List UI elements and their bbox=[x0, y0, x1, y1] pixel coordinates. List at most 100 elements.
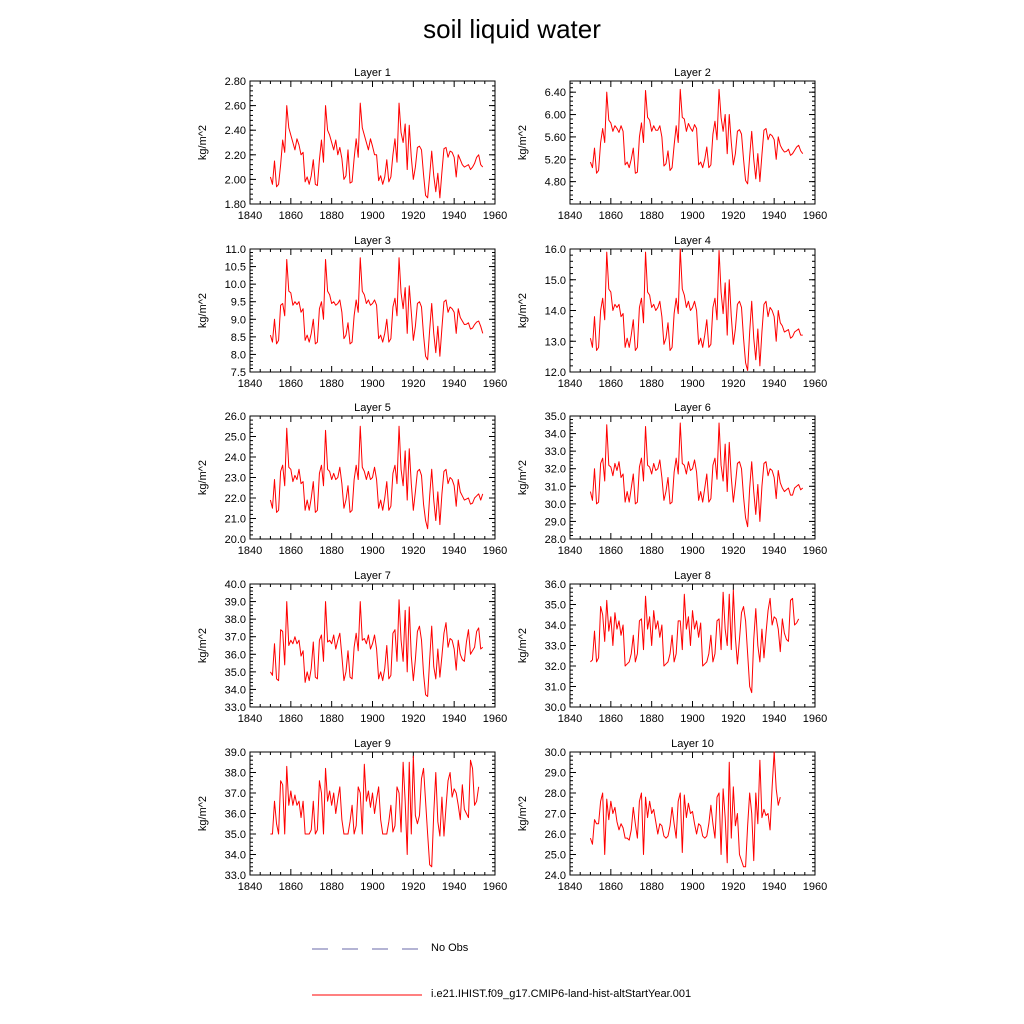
x-tick-label: 1940 bbox=[442, 881, 466, 893]
x-tick-label: 1860 bbox=[599, 210, 623, 222]
y-tick-label: 35.0 bbox=[545, 600, 566, 612]
y-tick-label: 2.60 bbox=[225, 101, 246, 113]
y-tick-label: 33.0 bbox=[225, 702, 246, 714]
y-axis-label: kg/m^2 bbox=[197, 796, 209, 831]
y-tick-label: 30.0 bbox=[545, 702, 566, 714]
x-tick-label: 1960 bbox=[803, 881, 827, 893]
x-tick-label: 1960 bbox=[803, 545, 827, 557]
x-tick-label: 1860 bbox=[599, 713, 623, 725]
x-tick-label: 1840 bbox=[558, 210, 582, 222]
y-tick-label: 26.0 bbox=[545, 829, 566, 841]
y-tick-label: 22.0 bbox=[225, 493, 246, 505]
y-tick-label: 25.0 bbox=[545, 850, 566, 862]
y-tick-label: 27.0 bbox=[545, 809, 566, 821]
series-line bbox=[270, 755, 480, 868]
y-tick-label: 34.0 bbox=[545, 620, 566, 632]
x-tick-label: 1880 bbox=[319, 881, 343, 893]
x-tick-label: 1840 bbox=[238, 713, 262, 725]
x-tick-label: 1880 bbox=[639, 210, 663, 222]
y-axis-label: kg/m^2 bbox=[517, 460, 529, 495]
y-tick-label: 33.0 bbox=[225, 870, 246, 882]
panel-title: Layer 8 bbox=[674, 570, 711, 582]
x-tick-label: 1960 bbox=[483, 378, 507, 390]
legend-label-obs: No Obs bbox=[431, 942, 469, 954]
x-tick-label: 1860 bbox=[599, 881, 623, 893]
x-tick-label: 1900 bbox=[680, 545, 704, 557]
y-tick-label: 14.0 bbox=[545, 306, 566, 318]
x-tick-label: 1920 bbox=[401, 210, 425, 222]
x-tick-label: 1960 bbox=[483, 545, 507, 557]
y-tick-label: 34.0 bbox=[225, 684, 246, 696]
series-line bbox=[589, 248, 803, 371]
x-tick-label: 1860 bbox=[279, 545, 303, 557]
x-tick-label: 1940 bbox=[442, 713, 466, 725]
x-tick-label: 1840 bbox=[558, 378, 582, 390]
series-line bbox=[589, 88, 804, 185]
x-tick-label: 1860 bbox=[279, 713, 303, 725]
x-tick-label: 1940 bbox=[442, 378, 466, 390]
y-tick-label: 35.0 bbox=[545, 411, 566, 423]
panel-title: Layer 4 bbox=[674, 235, 711, 247]
y-tick-label: 7.5 bbox=[231, 367, 246, 379]
y-tick-label: 30.0 bbox=[545, 499, 566, 511]
x-tick-label: 1860 bbox=[599, 545, 623, 557]
y-tick-label: 25.0 bbox=[225, 432, 246, 444]
x-tick-label: 1940 bbox=[442, 210, 466, 222]
x-tick-label: 1900 bbox=[360, 545, 384, 557]
series-line bbox=[269, 102, 484, 199]
x-tick-label: 1960 bbox=[483, 881, 507, 893]
x-tick-label: 1960 bbox=[803, 378, 827, 390]
y-tick-label: 16.0 bbox=[545, 244, 566, 256]
panel-title: Layer 7 bbox=[354, 570, 391, 582]
y-tick-label: 15.0 bbox=[545, 275, 566, 287]
x-tick-label: 1920 bbox=[721, 378, 745, 390]
x-tick-label: 1840 bbox=[558, 713, 582, 725]
x-tick-label: 1960 bbox=[803, 210, 827, 222]
y-tick-label: 28.0 bbox=[545, 534, 566, 546]
x-tick-label: 1940 bbox=[762, 545, 786, 557]
series-line bbox=[269, 425, 484, 530]
x-tick-label: 1840 bbox=[238, 210, 262, 222]
y-tick-label: 6.00 bbox=[545, 110, 566, 122]
series-line bbox=[589, 422, 804, 528]
series-line bbox=[269, 257, 484, 361]
y-tick-label: 2.40 bbox=[225, 125, 246, 137]
x-tick-label: 1860 bbox=[279, 881, 303, 893]
y-tick-label: 5.60 bbox=[545, 132, 566, 144]
y-tick-label: 5.20 bbox=[545, 154, 566, 166]
y-tick-label: 10.0 bbox=[225, 279, 246, 291]
y-tick-label: 36.0 bbox=[225, 649, 246, 661]
y-axis-label: kg/m^2 bbox=[197, 628, 209, 663]
y-tick-label: 9.0 bbox=[231, 314, 246, 326]
x-tick-label: 1940 bbox=[762, 881, 786, 893]
x-tick-label: 1880 bbox=[319, 378, 343, 390]
x-tick-label: 1860 bbox=[279, 210, 303, 222]
y-tick-label: 11.0 bbox=[225, 244, 246, 256]
y-tick-label: 8.0 bbox=[231, 349, 246, 361]
panel-layer-5: Layer 5 kg/m^2 1840 1860 1880 1900 1920 1940 196… bbox=[197, 402, 507, 557]
y-tick-label: 36.0 bbox=[545, 579, 566, 591]
panel-title: Layer 1 bbox=[354, 67, 391, 79]
x-tick-label: 1840 bbox=[558, 545, 582, 557]
x-tick-label: 1860 bbox=[279, 378, 303, 390]
series-line bbox=[269, 599, 484, 697]
y-tick-label: 36.0 bbox=[225, 809, 246, 821]
y-axis-label: kg/m^2 bbox=[197, 293, 209, 328]
x-tick-label: 1960 bbox=[483, 713, 507, 725]
x-tick-label: 1900 bbox=[680, 210, 704, 222]
panel-layer-9: Layer 9 kg/m^2 1840 1860 1880 1900 1920 1940 196… bbox=[197, 738, 507, 893]
y-tick-label: 37.0 bbox=[225, 788, 246, 800]
y-tick-label: 32.0 bbox=[545, 661, 566, 673]
x-tick-label: 1880 bbox=[319, 713, 343, 725]
y-tick-label: 38.0 bbox=[225, 768, 246, 780]
y-tick-label: 21.0 bbox=[225, 514, 246, 526]
x-tick-label: 1880 bbox=[639, 545, 663, 557]
panel-layer-10: Layer 10 kg/m^2 1840 1860 1880 1900 1920 1940 19… bbox=[517, 738, 827, 893]
x-tick-label: 1920 bbox=[401, 378, 425, 390]
panel-layer-8: Layer 8 kg/m^2 1840 1860 1880 1900 1920 1940 196… bbox=[517, 570, 827, 725]
y-tick-label: 24.0 bbox=[545, 870, 566, 882]
x-tick-label: 1880 bbox=[319, 545, 343, 557]
x-tick-label: 1880 bbox=[319, 210, 343, 222]
x-tick-label: 1860 bbox=[599, 378, 623, 390]
